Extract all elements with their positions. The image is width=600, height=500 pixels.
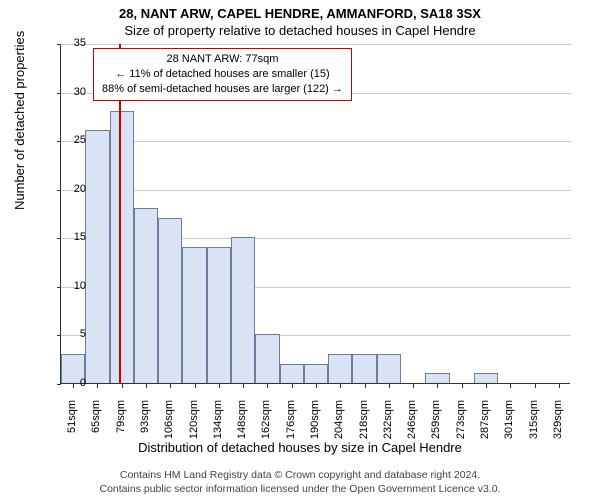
chart-title-sub: Size of property relative to detached ho…: [0, 21, 600, 42]
xtick-label: 106sqm: [163, 400, 175, 460]
chart-container: 28, NANT ARW, CAPEL HENDRE, AMMANFORD, S…: [0, 0, 600, 500]
xtick-mark: [267, 384, 268, 388]
footer-line-1: Contains HM Land Registry data © Crown c…: [0, 468, 600, 482]
xtick-label: 218sqm: [358, 400, 370, 460]
xtick-mark: [316, 384, 317, 388]
bar: [134, 208, 158, 383]
xtick-label: 190sqm: [309, 400, 321, 460]
footer-line-2: Contains public sector information licen…: [0, 482, 600, 496]
annotation-line-3: 88% of semi-detached houses are larger (…: [102, 82, 343, 97]
footer: Contains HM Land Registry data © Crown c…: [0, 468, 600, 500]
xtick-label: 204sqm: [333, 400, 345, 460]
xtick-label: 273sqm: [455, 400, 467, 460]
annotation-box: 28 NANT ARW: 77sqm ← 11% of detached hou…: [93, 48, 352, 101]
gridline: [61, 190, 571, 191]
xtick-label: 315sqm: [528, 400, 540, 460]
ytick-label: 5: [46, 328, 86, 342]
gridline: [61, 44, 571, 45]
annotation-line-2: ← 11% of detached houses are smaller (15…: [102, 67, 343, 82]
bar: [207, 247, 231, 383]
xtick-label: 51sqm: [66, 400, 78, 460]
bar: [352, 354, 376, 383]
xtick-label: 65sqm: [90, 400, 102, 460]
xtick-mark: [97, 384, 98, 388]
bar: [377, 354, 401, 383]
xtick-label: 93sqm: [139, 400, 151, 460]
chart-title-main: 28, NANT ARW, CAPEL HENDRE, AMMANFORD, S…: [0, 0, 600, 21]
xtick-mark: [535, 384, 536, 388]
bar: [255, 334, 279, 383]
ytick-label: 25: [46, 134, 86, 148]
xtick-mark: [243, 384, 244, 388]
xtick-mark: [340, 384, 341, 388]
ytick-label: 35: [46, 37, 86, 51]
bar: [328, 354, 352, 383]
bar: [304, 364, 328, 383]
xtick-label: 79sqm: [115, 400, 127, 460]
bar: [474, 373, 498, 383]
ytick-label: 0: [46, 377, 86, 391]
xtick-label: 232sqm: [382, 400, 394, 460]
xtick-label: 120sqm: [188, 400, 200, 460]
xtick-label: 259sqm: [430, 400, 442, 460]
y-axis-label: Number of detached properties: [12, 31, 27, 210]
xtick-mark: [122, 384, 123, 388]
bar: [85, 130, 109, 383]
bar: [158, 218, 182, 383]
ytick-label: 20: [46, 183, 86, 197]
ytick-label: 15: [46, 231, 86, 245]
xtick-label: 287sqm: [479, 400, 491, 460]
bar: [280, 364, 304, 383]
xtick-mark: [510, 384, 511, 388]
bar: [425, 373, 449, 383]
xtick-label: 176sqm: [285, 400, 297, 460]
ytick-label: 30: [46, 86, 86, 100]
ytick-label: 10: [46, 280, 86, 294]
xtick-mark: [170, 384, 171, 388]
bar: [110, 111, 134, 383]
xtick-label: 134sqm: [212, 400, 224, 460]
xtick-mark: [292, 384, 293, 388]
xtick-mark: [219, 384, 220, 388]
bar: [231, 237, 255, 383]
xtick-label: 162sqm: [260, 400, 272, 460]
xtick-mark: [146, 384, 147, 388]
xtick-mark: [437, 384, 438, 388]
xtick-label: 148sqm: [236, 400, 248, 460]
xtick-mark: [559, 384, 560, 388]
bar: [182, 247, 206, 383]
xtick-label: 246sqm: [406, 400, 418, 460]
xtick-mark: [389, 384, 390, 388]
xtick-label: 301sqm: [503, 400, 515, 460]
xtick-mark: [195, 384, 196, 388]
xtick-mark: [462, 384, 463, 388]
xtick-label: 329sqm: [552, 400, 564, 460]
xtick-mark: [486, 384, 487, 388]
annotation-line-1: 28 NANT ARW: 77sqm: [102, 52, 343, 67]
gridline: [61, 141, 571, 142]
xtick-mark: [413, 384, 414, 388]
xtick-mark: [365, 384, 366, 388]
